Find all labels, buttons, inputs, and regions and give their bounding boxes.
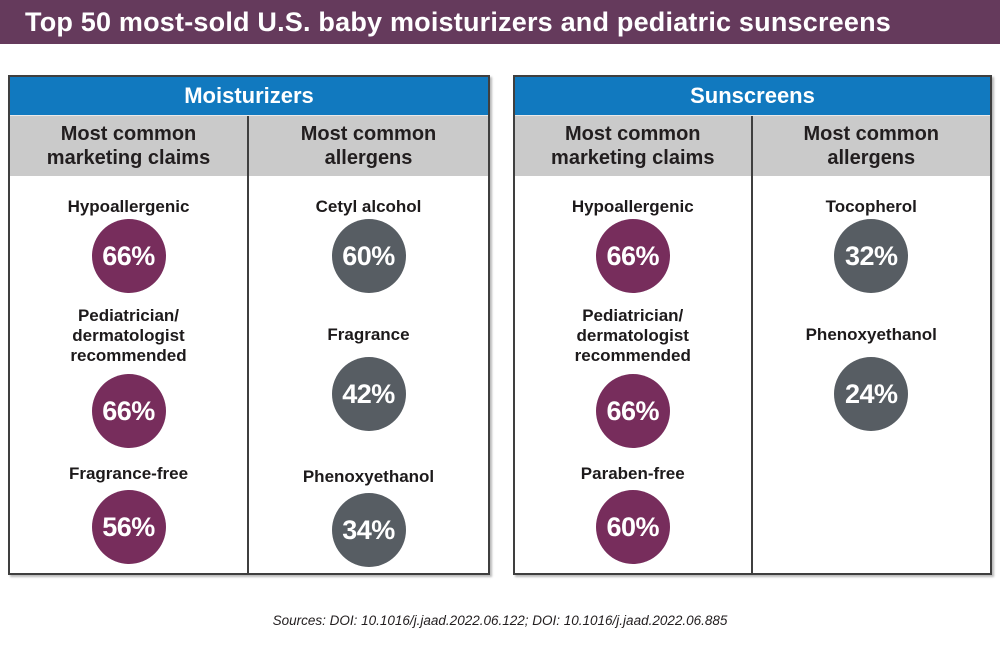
moisturizers-columns: Hypoallergenic 66% Pediatrician/ dermato… bbox=[10, 176, 488, 573]
stat-circle: 34% bbox=[331, 493, 406, 567]
stat-value: 66% bbox=[102, 240, 155, 271]
stat-circle: 24% bbox=[834, 357, 909, 431]
stat-circle: 66% bbox=[595, 219, 670, 293]
stat-value: 34% bbox=[342, 514, 395, 545]
stat-label: Phenoxyethanol bbox=[302, 467, 435, 486]
stat-circle: 66% bbox=[91, 374, 166, 448]
stat-value: 24% bbox=[844, 378, 898, 409]
sources-note: Sources: DOI: 10.1016/j.jaad.2022.06.122… bbox=[272, 613, 728, 628]
stat-value: 42% bbox=[342, 378, 395, 409]
column-header-moisturizers-allergens: Most common allergens bbox=[300, 122, 437, 169]
title-bar: Top 50 most-sold U.S. baby moisturizers … bbox=[0, 0, 1000, 44]
stat-value: 66% bbox=[102, 395, 155, 426]
column-moisturizers-allergens: Cetyl alcohol 60% Fragrance 42% Phenoxye… bbox=[249, 176, 488, 573]
column-header-moisturizers-claims: Most common marketing claims bbox=[10, 116, 249, 176]
moisturizers-column-headers: Most common marketing claims Most common… bbox=[10, 115, 488, 176]
stat-value: 60% bbox=[606, 511, 660, 542]
sunscreens-columns: Hypoallergenic 66% Pediatrician/ dermato… bbox=[515, 176, 990, 573]
stat-value: 56% bbox=[102, 511, 155, 542]
stat-label: Pediatrician/ dermatologist recommended bbox=[70, 306, 187, 365]
panel-sunscreens-title: Sunscreens bbox=[515, 77, 990, 115]
stat-label: Tocopherol bbox=[825, 197, 917, 216]
column-header-sunscreens-allergens: Most common allergens bbox=[803, 122, 940, 169]
stat-label: Hypoallergenic bbox=[67, 197, 190, 216]
stat-label: Fragrance bbox=[327, 325, 410, 344]
stat-circle: 60% bbox=[595, 490, 670, 564]
stat-circle: 66% bbox=[595, 374, 670, 448]
panel-moisturizers: Moisturizers Most common marketing claim… bbox=[8, 75, 490, 575]
stat-value: 66% bbox=[606, 240, 660, 271]
column-moisturizers-claims: Hypoallergenic 66% Pediatrician/ dermato… bbox=[10, 176, 249, 573]
stat-label: Fragrance-free bbox=[68, 464, 189, 483]
stat-circle: 60% bbox=[331, 219, 406, 293]
column-sunscreens-allergens: Tocopherol 32% Phenoxyethanol 24% bbox=[753, 176, 991, 573]
stat-value: 60% bbox=[342, 240, 395, 271]
stat-label: Cetyl alcohol bbox=[315, 197, 422, 216]
sunscreens-column-headers: Most common marketing claims Most common… bbox=[515, 115, 990, 176]
stat-label: Phenoxyethanol bbox=[805, 325, 937, 344]
column-header-sunscreens-claims: Most common marketing claims bbox=[515, 116, 753, 176]
stat-circle: 32% bbox=[834, 219, 909, 293]
stat-label: Hypoallergenic bbox=[571, 197, 694, 216]
panel-sunscreens: Sunscreens Most common marketing claims … bbox=[513, 75, 992, 575]
stat-label: Paraben-free bbox=[580, 464, 685, 483]
stat-value: 66% bbox=[606, 395, 660, 426]
stat-label: Pediatrician/ dermatologist recommended bbox=[574, 306, 691, 365]
stat-value: 32% bbox=[844, 240, 898, 271]
panel-moisturizers-title: Moisturizers bbox=[10, 77, 488, 115]
page-title: Top 50 most-sold U.S. baby moisturizers … bbox=[25, 6, 892, 37]
stat-circle: 42% bbox=[331, 357, 406, 431]
stat-circle: 66% bbox=[91, 219, 166, 293]
column-sunscreens-claims: Hypoallergenic 66% Pediatrician/ dermato… bbox=[515, 176, 753, 573]
stat-circle: 56% bbox=[91, 490, 166, 564]
